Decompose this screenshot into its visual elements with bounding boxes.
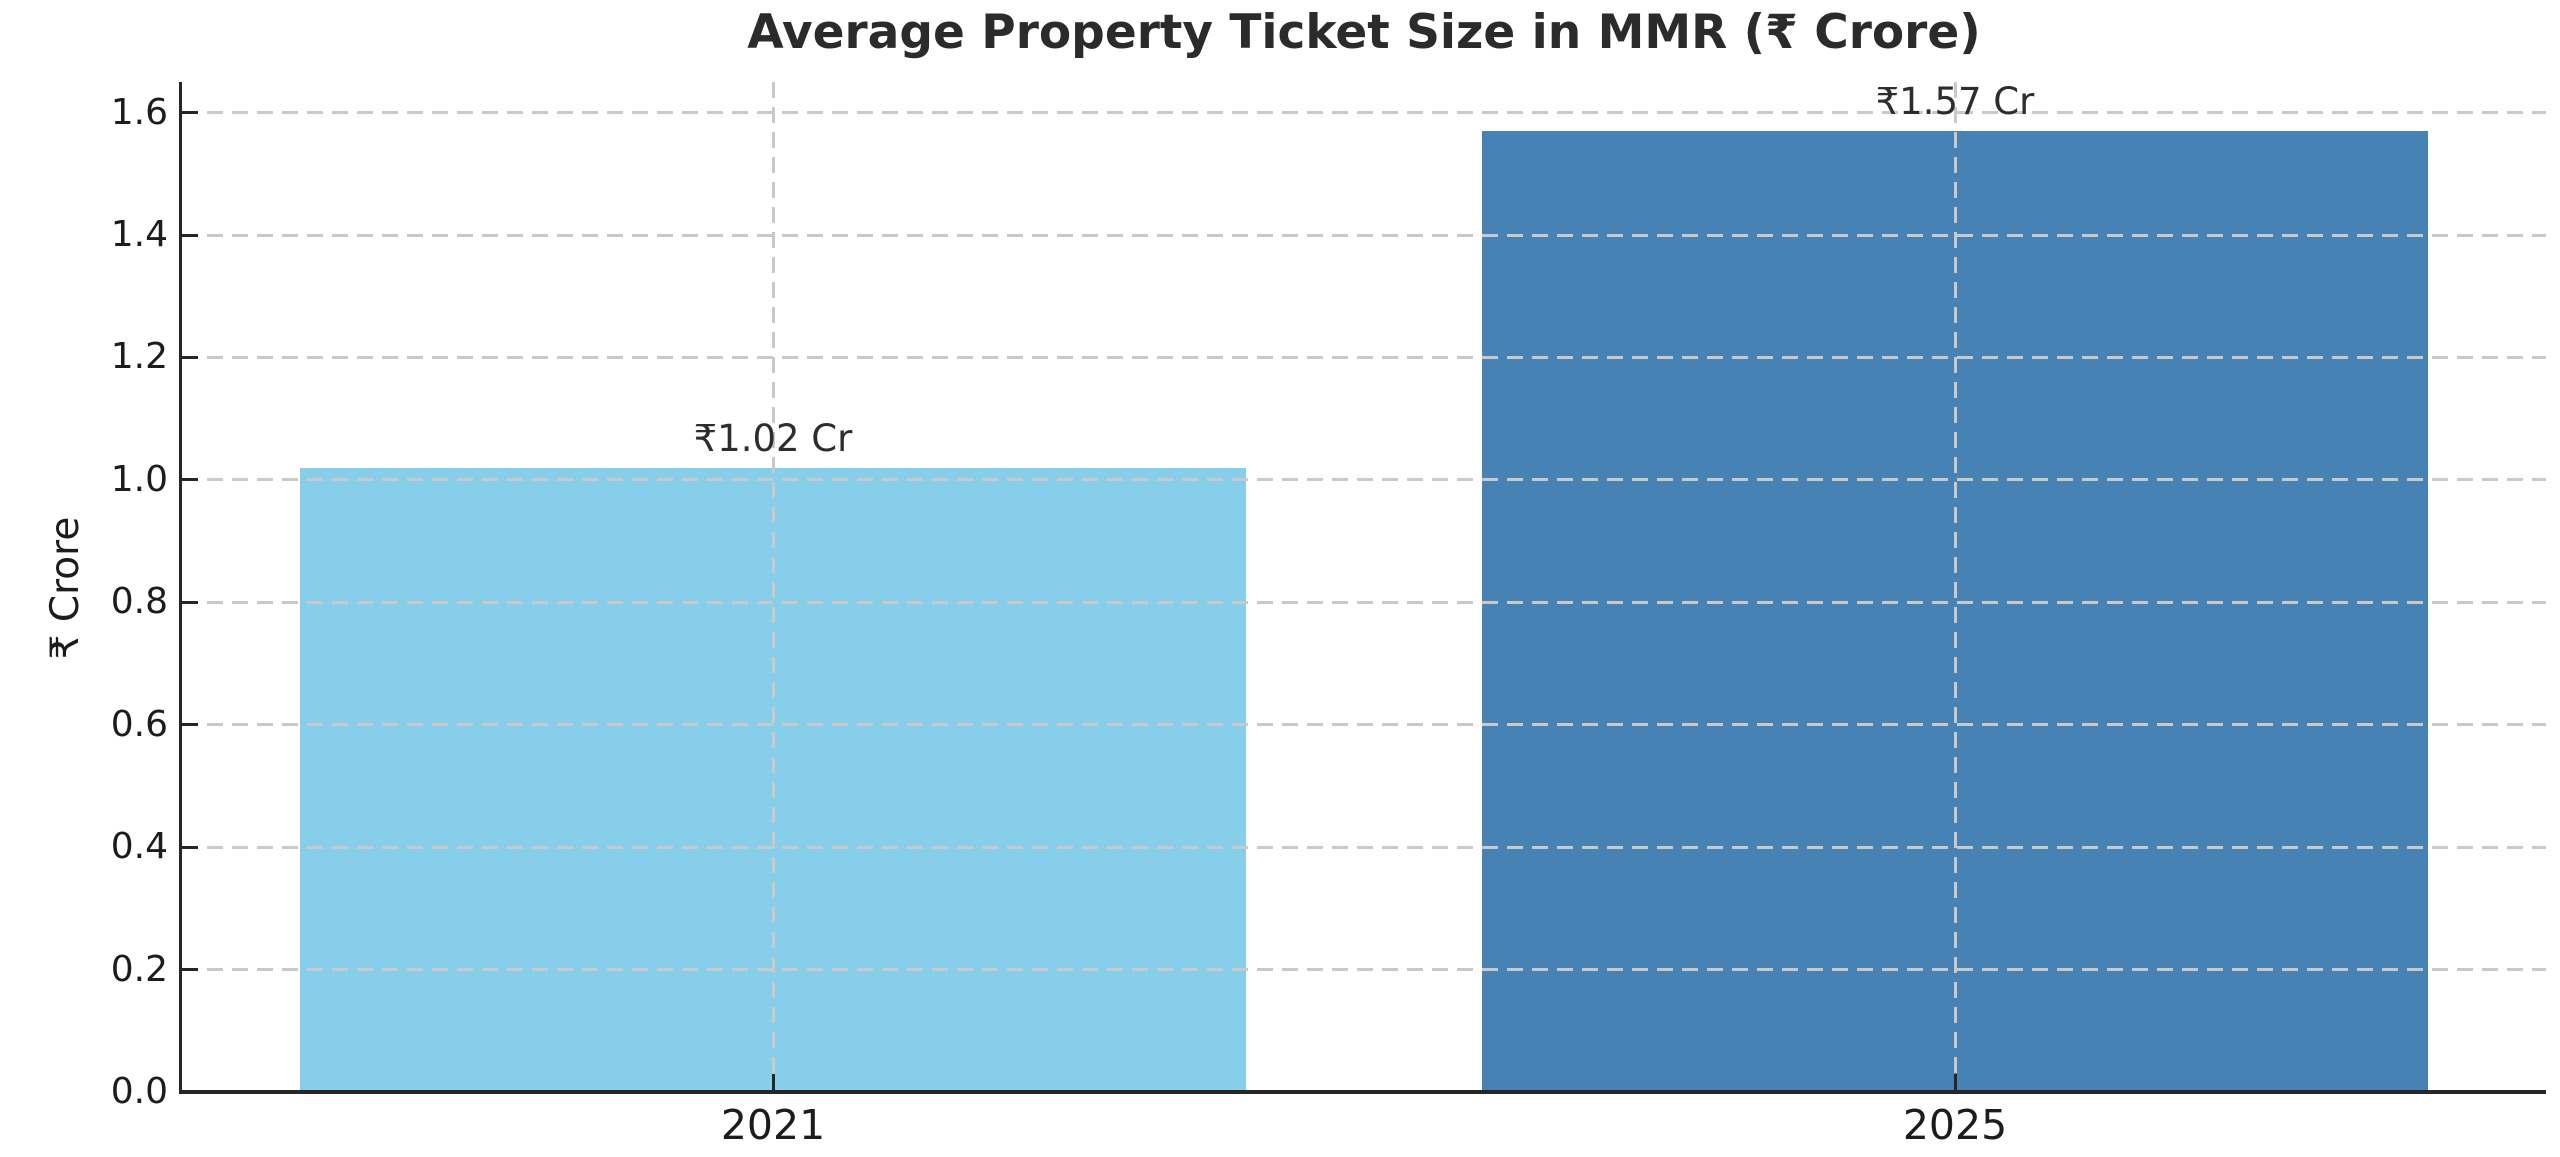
y-tick-1.2 xyxy=(182,355,198,359)
y-tick-label-0.0: 0.0 xyxy=(110,1071,168,1112)
x-tick-2025 xyxy=(1953,1074,1957,1090)
x-tick-label-2025: 2025 xyxy=(1902,1101,2008,1149)
y-tick-0.6 xyxy=(182,723,198,727)
y-tick-0.4 xyxy=(182,845,198,849)
y-tick-label-1.0: 1.0 xyxy=(110,458,168,500)
y-tick-label-0.2: 0.2 xyxy=(110,948,168,990)
y-tick-1.0 xyxy=(182,478,198,482)
y-tick-label-0.6: 0.6 xyxy=(110,703,168,745)
bar-value-label-2021: ₹1.02 Cr xyxy=(693,416,853,460)
x-axis-line xyxy=(179,1090,2546,1094)
gridline-horizontal-1.2 xyxy=(182,355,2546,359)
x-tick-2021 xyxy=(771,1074,775,1090)
y-axis-label: ₹ Crore xyxy=(43,516,88,660)
gridline-horizontal-0.8 xyxy=(182,600,2546,604)
y-tick-label-1.4: 1.4 xyxy=(110,214,168,256)
gridline-horizontal-1.6 xyxy=(182,111,2546,115)
x-tick-label-2021: 2021 xyxy=(720,1101,826,1149)
y-tick-0.8 xyxy=(182,600,198,604)
gridline-horizontal-0.4 xyxy=(182,845,2546,849)
y-tick-label-0.8: 0.8 xyxy=(110,581,168,623)
y-tick-label-0.4: 0.4 xyxy=(110,826,168,868)
gridline-horizontal-1.4 xyxy=(182,233,2546,237)
gridline-vertical-2021 xyxy=(771,82,775,1090)
y-tick-0.2 xyxy=(182,968,198,972)
y-tick-1.4 xyxy=(182,233,198,237)
y-tick-label-1.6: 1.6 xyxy=(110,91,168,133)
y-axis-line xyxy=(179,82,182,1094)
gridline-vertical-2025 xyxy=(1953,82,1957,1090)
bar-value-label-2025: ₹1.57 Cr xyxy=(1875,79,2035,123)
gridline-horizontal-1.0 xyxy=(182,478,2546,482)
y-tick-1.6 xyxy=(182,111,198,115)
gridline-horizontal-0.2 xyxy=(182,968,2546,972)
gridline-horizontal-0.6 xyxy=(182,723,2546,727)
y-tick-label-1.2: 1.2 xyxy=(110,336,168,378)
chart-title: Average Property Ticket Size in MMR (₹ C… xyxy=(747,5,1981,60)
